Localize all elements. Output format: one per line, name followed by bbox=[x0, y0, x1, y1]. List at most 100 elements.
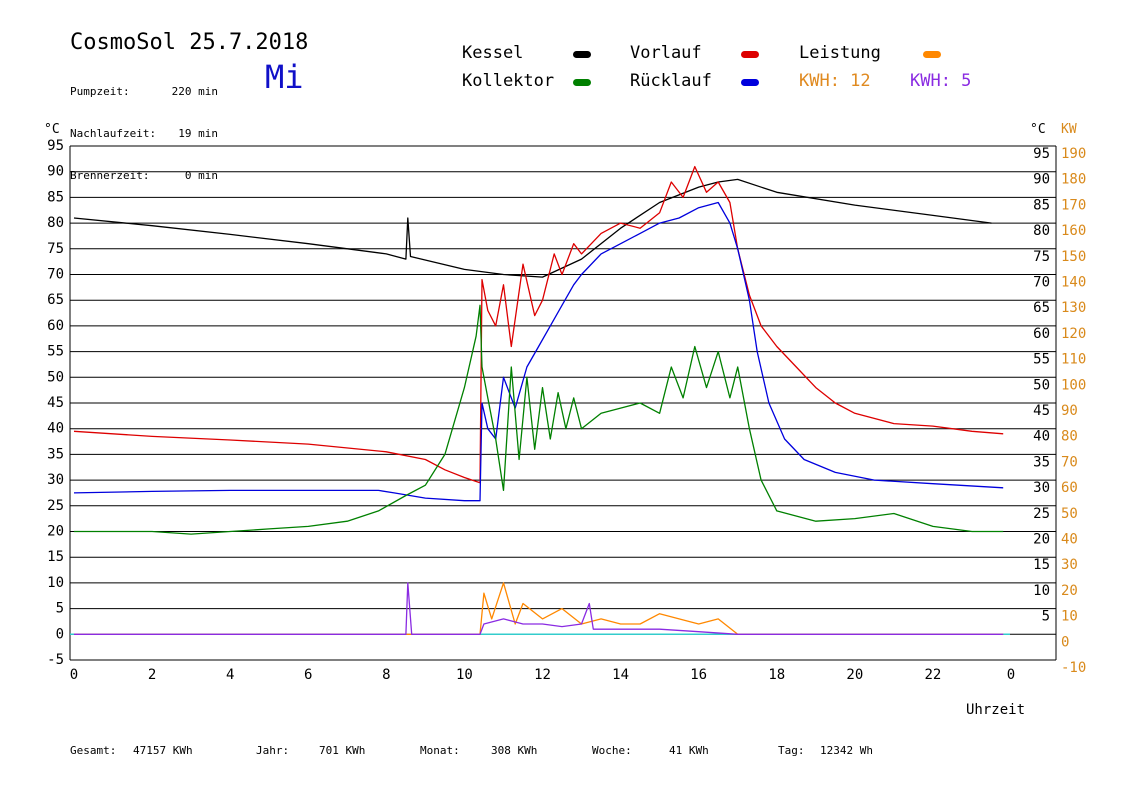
legend-leistung-swatch bbox=[923, 51, 941, 58]
data-series bbox=[73, 165, 1004, 635]
y-tick-label-right-kw: 20 bbox=[1061, 583, 1078, 599]
y-tick-label-right-celsius: 30 bbox=[1033, 480, 1050, 496]
y-tick-label-right-kw: 100 bbox=[1061, 377, 1086, 393]
y-tick-label-left: 75 bbox=[47, 241, 64, 257]
y-tick-label-right-kw: 40 bbox=[1061, 532, 1078, 548]
y-tick-label-right-celsius: 40 bbox=[1033, 429, 1050, 445]
y-tick-label-right-celsius: 50 bbox=[1033, 377, 1050, 393]
y-tick-label-left: 50 bbox=[47, 369, 64, 385]
y-axis-label-right-celsius: °C bbox=[1030, 122, 1046, 137]
brennerzeit-label: Brennerzeit: bbox=[70, 169, 150, 182]
y-tick-label-right-kw: 30 bbox=[1061, 557, 1078, 573]
y-tick-label-right-kw: 180 bbox=[1061, 172, 1086, 188]
footer-tag-label: Tag: bbox=[778, 744, 805, 757]
nachlaufzeit-label: Nachlaufzeit: bbox=[70, 127, 157, 140]
footer-woche-label: Woche: bbox=[592, 744, 632, 757]
chart-title: CosmoSol 25.7.2018 bbox=[70, 30, 309, 55]
x-axis-label: Uhrzeit bbox=[966, 702, 1025, 718]
legend-vorlauf: Vorlauf bbox=[630, 43, 702, 63]
footer-gesamt-label: Gesamt: bbox=[70, 744, 117, 757]
x-tick-label: 0 bbox=[70, 667, 78, 683]
legend-kollektor-swatch bbox=[573, 79, 591, 86]
stats-labels: Pumpzeit: Nachlaufzeit: Brennerzeit: bbox=[70, 57, 156, 197]
y-tick-label-left: 95 bbox=[47, 138, 64, 154]
y-tick-label-right-kw: 120 bbox=[1061, 326, 1086, 342]
y-tick-label-right-celsius: 85 bbox=[1033, 197, 1050, 213]
y-tick-label-right-kw: 10 bbox=[1061, 609, 1078, 625]
x-tick-label: 14 bbox=[612, 667, 629, 683]
footer-woche-value: 41 KWh bbox=[669, 744, 709, 757]
pumpzeit-value: 220 min bbox=[171, 85, 218, 98]
y-tick-label-right-celsius: 5 bbox=[1042, 609, 1050, 625]
y-tick-label-right-kw: 60 bbox=[1061, 480, 1078, 496]
footer-jahr-value: 701 KWh bbox=[319, 744, 366, 757]
y-tick-label-right-kw: 190 bbox=[1061, 146, 1086, 162]
y-tick-label-right-celsius: 35 bbox=[1033, 454, 1050, 470]
footer-jahr-label: Jahr: bbox=[256, 744, 290, 757]
axis-ticks: 95908580757065605550454035302520151050-5… bbox=[47, 138, 1086, 683]
x-tick-label: 12 bbox=[534, 667, 551, 683]
y-tick-label-left: 70 bbox=[47, 267, 64, 283]
legend-kessel: Kessel bbox=[462, 43, 524, 63]
footer-monat-value: 308 KWh bbox=[491, 744, 538, 757]
footer-tag-value: 12342 Wh bbox=[820, 744, 873, 757]
y-tick-label-left: 45 bbox=[47, 395, 64, 411]
y-tick-label-right-kw: 110 bbox=[1061, 352, 1086, 368]
y-tick-label-right-kw: 50 bbox=[1061, 506, 1078, 522]
legend-kwh-purple: KWH: 5 bbox=[910, 71, 972, 91]
y-tick-label-left: 80 bbox=[47, 215, 64, 231]
x-tick-label: 2 bbox=[148, 667, 156, 683]
legend-kwh-orange: KWH: 12 bbox=[799, 71, 871, 91]
y-tick-label-right-kw: 140 bbox=[1061, 275, 1086, 291]
y-tick-label-right-celsius: 90 bbox=[1033, 172, 1050, 188]
y-tick-label-left: 55 bbox=[47, 344, 64, 360]
y-tick-label-left: 0 bbox=[56, 626, 64, 642]
y-tick-label-left: 30 bbox=[47, 472, 64, 488]
y-tick-label-right-celsius: 10 bbox=[1033, 583, 1050, 599]
brennerzeit-value: 0 min bbox=[184, 169, 218, 182]
pumpzeit-label: Pumpzeit: bbox=[70, 85, 130, 98]
series-line-kessel bbox=[73, 178, 992, 278]
y-tick-label-right-kw: 70 bbox=[1061, 454, 1078, 470]
y-axis-label-left: °C bbox=[44, 122, 60, 137]
y-tick-label-left: 35 bbox=[47, 446, 64, 462]
grid-lines bbox=[69, 145, 1057, 661]
y-tick-label-left: 20 bbox=[47, 524, 64, 540]
x-tick-label: 4 bbox=[226, 667, 234, 683]
y-tick-label-right-kw: 0 bbox=[1061, 634, 1069, 650]
x-tick-label: 18 bbox=[768, 667, 785, 683]
y-tick-label-right-celsius: 60 bbox=[1033, 326, 1050, 342]
x-tick-label: 16 bbox=[690, 667, 707, 683]
series-line-kwh-5 bbox=[74, 582, 1004, 635]
y-tick-label-right-celsius: 55 bbox=[1033, 352, 1050, 368]
y-tick-label-right-kw: 170 bbox=[1061, 197, 1086, 213]
y-tick-label-left: 85 bbox=[47, 189, 64, 205]
y-tick-label-left: 15 bbox=[47, 549, 64, 565]
series-line-vorlauf bbox=[73, 165, 1004, 484]
y-tick-label-right-celsius: 95 bbox=[1033, 146, 1050, 162]
legend-vorlauf-swatch bbox=[741, 51, 759, 58]
y-tick-label-right-celsius: 15 bbox=[1033, 557, 1050, 573]
y-tick-label-left: 10 bbox=[47, 575, 64, 591]
y-tick-label-right-celsius: 45 bbox=[1033, 403, 1050, 419]
stats-values: 220 min 19 min 0 min bbox=[160, 57, 218, 197]
footer-monat-label: Monat: bbox=[420, 744, 460, 757]
legend-ruecklauf: Rücklauf bbox=[630, 71, 712, 91]
series-line-r-cklauf bbox=[73, 201, 1004, 502]
x-tick-label: 0 bbox=[1007, 667, 1015, 683]
legend-kessel-swatch bbox=[573, 51, 591, 58]
legend-ruecklauf-swatch bbox=[741, 79, 759, 86]
y-tick-label-left: 5 bbox=[56, 601, 64, 617]
y-tick-label-left: 65 bbox=[47, 292, 64, 308]
y-tick-label-left: 25 bbox=[47, 498, 64, 514]
y-tick-label-right-kw: 160 bbox=[1061, 223, 1086, 239]
x-tick-label: 20 bbox=[846, 667, 863, 683]
weekday-label: Mi bbox=[265, 58, 304, 96]
x-tick-label: 22 bbox=[924, 667, 941, 683]
y-tick-label-right-kw: 130 bbox=[1061, 300, 1086, 316]
y-tick-label-right-celsius: 25 bbox=[1033, 506, 1050, 522]
y-tick-label-left: 40 bbox=[47, 421, 64, 437]
y-axis-label-right-kw: KW bbox=[1061, 122, 1077, 137]
y-tick-label-right-kw: 80 bbox=[1061, 429, 1078, 445]
